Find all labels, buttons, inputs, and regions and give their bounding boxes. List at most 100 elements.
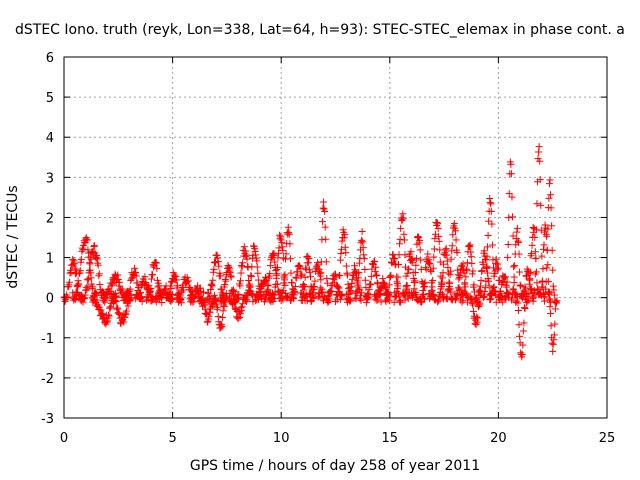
data-point <box>226 268 234 276</box>
data-point <box>353 288 361 296</box>
data-point <box>517 349 525 357</box>
data-point <box>487 207 495 215</box>
data-point <box>503 283 511 291</box>
data-point <box>384 295 392 303</box>
data-point <box>547 322 555 330</box>
data-point <box>436 289 444 297</box>
y-tick-label: 5 <box>46 91 54 106</box>
data-point <box>537 201 545 209</box>
data-point <box>324 298 332 306</box>
data-point <box>374 280 382 288</box>
data-point <box>275 244 283 252</box>
data-point <box>512 297 520 305</box>
data-point <box>539 245 547 253</box>
data-point <box>482 256 490 264</box>
data-point <box>342 249 350 257</box>
data-point <box>114 309 122 317</box>
data-point <box>462 273 470 281</box>
data-point <box>515 321 523 329</box>
data-point <box>227 272 235 280</box>
data-point <box>479 260 487 268</box>
data-point <box>394 261 402 269</box>
data-point <box>345 296 353 304</box>
y-tick-label: 6 <box>46 51 54 66</box>
data-point <box>272 267 280 275</box>
data-point <box>550 336 558 344</box>
data-point <box>273 263 281 271</box>
data-point <box>528 241 536 249</box>
data-point <box>207 285 215 293</box>
data-point <box>141 278 149 286</box>
data-point <box>81 291 89 299</box>
data-point <box>417 256 425 264</box>
data-point <box>549 340 557 348</box>
data-point <box>531 270 539 278</box>
data-point <box>542 278 550 286</box>
data-point <box>393 287 401 295</box>
data-point <box>396 297 404 305</box>
data-point <box>430 253 438 261</box>
data-point <box>192 285 200 293</box>
data-point <box>246 283 254 291</box>
data-point <box>95 270 103 278</box>
data-point <box>435 232 443 240</box>
data-point <box>504 240 512 248</box>
data-point <box>332 273 340 281</box>
data-point <box>322 235 330 243</box>
data-point <box>75 280 83 288</box>
data-point <box>148 297 156 305</box>
data-point <box>416 246 424 254</box>
data-point <box>219 313 227 321</box>
data-point <box>405 265 413 273</box>
data-point <box>421 282 429 290</box>
data-point <box>484 243 492 251</box>
data-point <box>70 259 78 267</box>
data-point <box>235 280 243 288</box>
data-point <box>520 319 528 327</box>
data-point <box>280 279 288 287</box>
data-point <box>270 291 278 299</box>
data-point <box>508 193 516 201</box>
data-point <box>244 291 252 299</box>
data-point <box>549 282 557 290</box>
data-point <box>530 294 538 302</box>
data-point <box>290 287 298 295</box>
data-point <box>297 272 305 280</box>
data-point <box>361 276 369 284</box>
data-point <box>93 290 101 298</box>
data-point <box>321 223 329 231</box>
data-point <box>74 288 82 296</box>
data-point <box>353 289 361 297</box>
data-point <box>383 289 391 297</box>
data-point <box>409 289 417 297</box>
data-point <box>310 286 318 294</box>
data-point <box>519 341 527 349</box>
data-point <box>105 311 113 319</box>
data-point <box>234 295 242 303</box>
data-point <box>544 261 552 269</box>
data-point <box>337 245 345 253</box>
data-point <box>209 276 217 284</box>
data-point <box>507 160 515 168</box>
data-point <box>392 292 400 300</box>
data-point <box>497 292 505 300</box>
data-point <box>136 293 144 301</box>
data-point <box>222 277 230 285</box>
data-point <box>434 220 442 228</box>
data-point <box>411 268 419 276</box>
data-point <box>501 273 509 281</box>
data-point <box>64 283 72 291</box>
data-point <box>83 236 91 244</box>
data-point <box>395 251 403 259</box>
data-point <box>125 291 133 299</box>
data-point <box>402 289 410 297</box>
data-point <box>283 293 291 301</box>
data-point <box>205 312 213 320</box>
data-point <box>430 245 438 253</box>
data-point <box>302 264 310 272</box>
data-point <box>131 264 139 272</box>
data-point <box>210 265 218 273</box>
data-point <box>452 236 460 244</box>
data-point <box>546 176 554 184</box>
data-point <box>122 307 130 315</box>
